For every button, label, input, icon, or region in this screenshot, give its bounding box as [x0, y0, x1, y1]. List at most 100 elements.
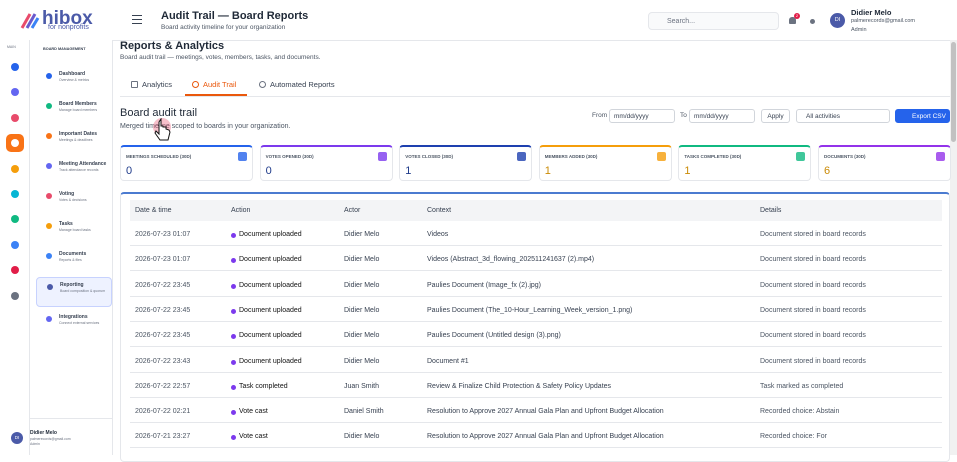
column-header: Actor: [344, 207, 361, 214]
item-label: Tasks: [59, 221, 73, 227]
to-label: To: [680, 112, 687, 119]
header-title: Audit Trail — Board Reports: [161, 10, 309, 22]
user-name: Didier Melo: [30, 430, 57, 436]
cell: Recorded choice: For: [760, 433, 827, 441]
rail-icon[interactable]: [6, 58, 24, 76]
cell: 2026-07-22 23:43: [135, 357, 191, 365]
row-divider: [130, 447, 942, 449]
sidebar-item[interactable]: Important Dates Meetings & deadlines: [36, 127, 112, 157]
scrollbar[interactable]: [950, 40, 957, 455]
action-dot: [231, 258, 236, 264]
stat-label: VOTES CLOSED (30D): [405, 154, 453, 159]
cell: Recorded choice: Abstain: [760, 408, 840, 416]
cell: Document stored in board records: [760, 357, 866, 365]
tab[interactable]: Analytics: [142, 80, 173, 89]
item-label: Voting: [59, 191, 75, 197]
activity-select[interactable]: All activities: [796, 109, 890, 123]
cursor: [153, 118, 171, 141]
cell: Didier Melo: [344, 357, 380, 365]
tab-icon: [259, 81, 266, 88]
item-sub: Connect external services: [59, 321, 100, 325]
rail-icon[interactable]: [6, 160, 24, 178]
user-name: Didier Melo: [851, 8, 892, 17]
rail-icon[interactable]: [6, 210, 24, 228]
cell: Document stored in board records: [760, 306, 866, 314]
rail-icon[interactable]: [6, 109, 24, 127]
cell: Didier Melo: [344, 332, 380, 340]
stat-value: 6: [824, 165, 831, 177]
cell: 2026-07-23 01:07: [135, 231, 191, 238]
cell: Resolution to Approve 2027 Annual Gala P…: [427, 433, 664, 441]
sidebar-item[interactable]: Board Members Manage board members: [36, 97, 112, 127]
stat-icon: [517, 152, 527, 161]
rail-icon[interactable]: [6, 287, 24, 305]
export-button[interactable]: Export CSV: [895, 109, 950, 123]
to-date[interactable]: mm/dd/yyyy: [689, 109, 755, 123]
action-dot: [231, 283, 236, 289]
stat-card: MEMBERS ADDED (30D) 1: [538, 145, 672, 181]
tab[interactable]: Automated Reports: [270, 80, 335, 89]
apply-button[interactable]: Apply: [761, 109, 790, 123]
bell[interactable]: [789, 17, 796, 24]
rail-icon[interactable]: [6, 261, 24, 279]
from-date[interactable]: mm/dd/yyyy: [609, 109, 675, 123]
rail-label: MAIN: [7, 45, 16, 49]
row-divider: [130, 270, 942, 272]
sidebar-item[interactable]: Documents Reports & files: [36, 247, 112, 277]
tab-icon: [192, 81, 199, 88]
item-sub: Votes & decisions: [59, 198, 87, 202]
section-subtitle: Merged timeline scoped to boards in your…: [120, 123, 291, 130]
sidebar-item[interactable]: Meeting Attendance Track attendance recor…: [36, 157, 112, 187]
status: [810, 19, 815, 24]
stat-label: MEMBERS ADDED (30D): [544, 154, 598, 159]
rail-icon[interactable]: [6, 185, 24, 203]
stat-card: MEETINGS SCHEDULED (30D) 0: [120, 145, 253, 181]
sidebar: BOARD MANAGEMENT: [30, 40, 113, 455]
stat-label: TASKS COMPLETED (30D): [684, 154, 742, 159]
rail-icon[interactable]: [6, 236, 24, 254]
cell: Paulies Document (Image_fx (2).jpg): [427, 281, 541, 289]
stat-icon: [936, 152, 945, 161]
item-label: Board Members: [59, 101, 97, 107]
user-role: Admin: [851, 27, 867, 33]
cell: Resolution to Approve 2027 Annual Gala P…: [427, 408, 664, 416]
action-dot: [231, 233, 236, 238]
tab[interactable]: Audit Trail: [203, 80, 237, 89]
cell: Document uploaded: [239, 256, 302, 264]
tab-icon: [131, 81, 138, 88]
stat-card: VOTES OPENED (30D) 0: [259, 145, 393, 181]
cell: 2026-07-21 23:27: [135, 433, 191, 441]
cell: Document uploaded: [239, 231, 302, 238]
cell: 2026-07-23 01:07: [135, 256, 191, 264]
column-header: Date & time: [135, 207, 172, 214]
cell: Document uploaded: [239, 281, 302, 289]
rail-icon[interactable]: [6, 134, 24, 153]
stat-icon: [796, 152, 806, 161]
logo-icon: [20, 13, 40, 29]
sidebar-item[interactable]: Dashboard Overview & metrics: [36, 67, 112, 97]
stat-value: 0: [265, 165, 272, 177]
cell: Review & Finalize Child Protection & Saf…: [427, 382, 612, 390]
sidebar-item[interactable]: Integrations Connect external services: [36, 310, 112, 340]
stat-value: 1: [544, 165, 551, 177]
sidebar-item[interactable]: Reporting Board composition & quorum: [36, 277, 112, 307]
cell: Document stored in board records: [760, 256, 866, 264]
row-divider: [130, 422, 942, 424]
row-divider: [130, 320, 942, 322]
sidebar-item[interactable]: Voting Votes & decisions: [36, 187, 112, 217]
avatar[interactable]: DI: [830, 13, 845, 28]
user-email: palmerecords@gmail.com: [851, 18, 915, 24]
rail-icon[interactable]: [6, 83, 24, 101]
user-role: Admin: [30, 442, 40, 446]
cell: Document #1: [427, 357, 469, 365]
sidebar-item[interactable]: Tasks Manage board tasks: [36, 217, 112, 247]
cell: Didier Melo: [344, 231, 380, 238]
avatar: DI: [11, 432, 23, 444]
cell: 2026-07-22 02:21: [135, 408, 191, 416]
cell: Document stored in board records: [760, 281, 866, 289]
menu-button[interactable]: [132, 15, 142, 24]
column-header: Action: [231, 207, 251, 214]
search[interactable]: Search...: [648, 12, 779, 30]
item-label: Documents: [59, 251, 87, 257]
stat-card: TASKS COMPLETED (30D) 1: [678, 145, 812, 181]
